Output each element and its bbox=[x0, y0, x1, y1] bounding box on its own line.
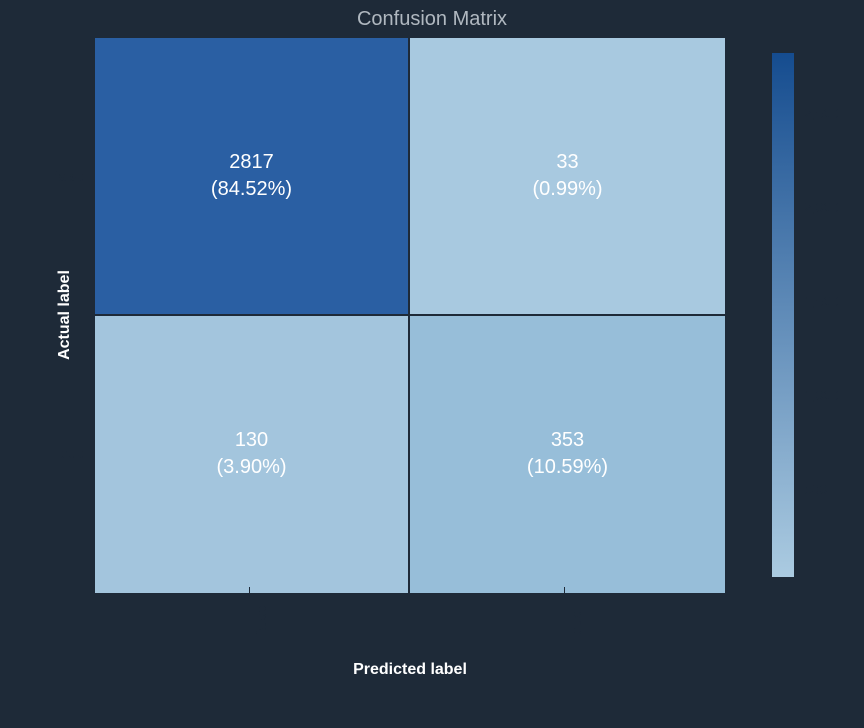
colorbar-tick-mark bbox=[796, 301, 802, 302]
x-tick-mark bbox=[564, 587, 565, 593]
y-tick-label: true. bbox=[60, 445, 88, 461]
colorbar-tick-label: 1,000 bbox=[804, 387, 839, 403]
x-tick-label: true. bbox=[568, 607, 584, 635]
y-tick-mark bbox=[88, 453, 94, 454]
cell-percent: (0.99%) bbox=[532, 178, 602, 201]
chart-container: Confusion Matrix 2817 (84.52%) 33 (0.99%) 13… bbox=[0, 0, 864, 728]
colorbar-tick-label: 2,000 bbox=[804, 199, 839, 215]
heatmap-cell: 33 (0.99%) bbox=[410, 38, 725, 314]
cell-percent: (3.90%) bbox=[216, 456, 286, 479]
colorbar-tick-mark bbox=[796, 113, 802, 114]
colorbar: 5001,0001,5002,0002,500 bbox=[772, 53, 794, 577]
y-tick-mark bbox=[88, 176, 94, 177]
cell-percent: (10.59%) bbox=[527, 456, 608, 479]
cell-count: 2817 bbox=[229, 151, 274, 174]
y-tick-false: false. bbox=[0, 168, 88, 184]
x-tick-mark bbox=[249, 587, 250, 593]
x-axis-label: Predicted label bbox=[95, 661, 725, 679]
colorbar-tick-mark bbox=[796, 489, 802, 490]
colorbar-tick-mark bbox=[796, 395, 802, 396]
x-tick-label: false. bbox=[253, 602, 269, 635]
cell-count: 33 bbox=[556, 151, 578, 174]
heatmap-cell: 130 (3.90%) bbox=[95, 316, 408, 594]
y-axis-label: Actual label bbox=[56, 270, 74, 360]
cell-count: 130 bbox=[235, 429, 268, 452]
heatmap-cell: 353 (10.59%) bbox=[410, 316, 725, 594]
heatmap-plot-area: 2817 (84.52%) 33 (0.99%) 130 (3.90%) 353 (10.59… bbox=[95, 38, 725, 593]
colorbar-tick-label: 1,500 bbox=[804, 293, 839, 309]
colorbar-tick-label: 2,500 bbox=[804, 105, 839, 121]
colorbar-tick-label: 500 bbox=[804, 481, 827, 497]
y-tick-true: true. bbox=[0, 445, 88, 461]
cell-percent: (84.52%) bbox=[211, 178, 292, 201]
y-tick-label: false. bbox=[55, 168, 88, 184]
chart-title: Confusion Matrix bbox=[0, 8, 864, 31]
cell-count: 353 bbox=[551, 429, 584, 452]
heatmap-cell: 2817 (84.52%) bbox=[95, 38, 408, 314]
colorbar-tick-mark bbox=[796, 207, 802, 208]
